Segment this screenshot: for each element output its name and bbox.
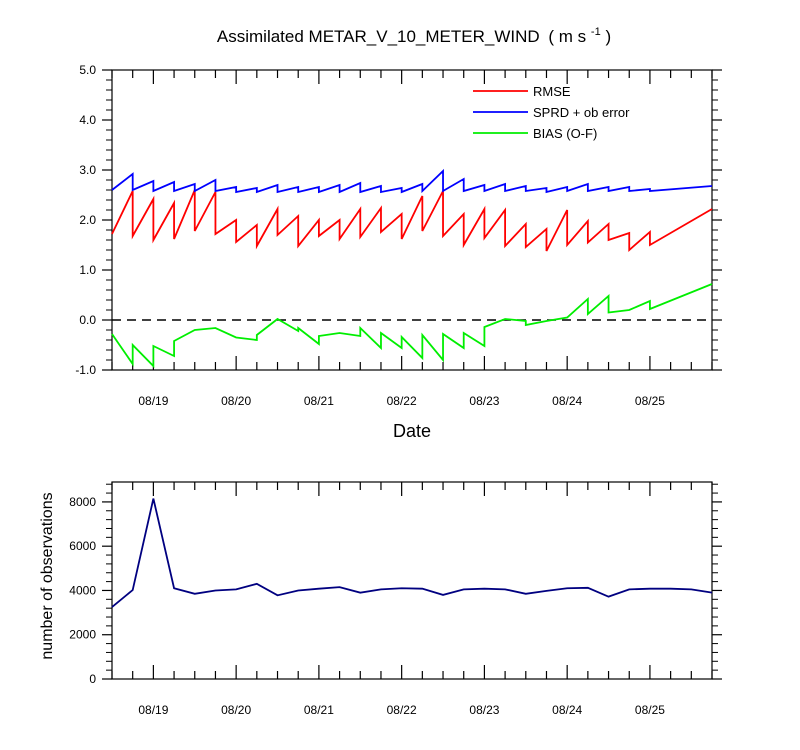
- bottom-plot-x-tick-labels: 08/19 08/20 08/21 08/22 08/23 08/24 08/25: [138, 703, 665, 717]
- bottom-plot-frame: [111, 481, 713, 680]
- plot-top-series-line-1: [111, 168, 713, 194]
- plot-top-x-tick-label: 08/24: [552, 394, 582, 408]
- plot-top-x-tick-label: 08/25: [635, 394, 665, 408]
- chart-title-units-end: ): [605, 27, 611, 46]
- top-plot-series: [111, 168, 713, 369]
- x-axis-title: Date: [393, 421, 431, 441]
- plot-top-x-tick-label: 08/22: [387, 394, 417, 408]
- plot-bottom-series-line-0: [111, 498, 713, 608]
- plot-top-y-tick-label: 5.0: [79, 63, 96, 77]
- plot-bottom-y-tick-label: 2000: [69, 628, 96, 642]
- plot-top-y-tick-label: 2.0: [79, 213, 96, 227]
- plot-top-x-tick-label: 08/20: [221, 394, 251, 408]
- y-axis-title-observations: number of observations: [39, 492, 56, 659]
- plot-top-x-tick-label: 08/19: [138, 394, 168, 408]
- legend: RMSE SPRD + ob error BIAS (O-F): [473, 84, 630, 141]
- plot-bottom-x-tick-label: 08/24: [552, 703, 582, 717]
- plot-top-y-tick-label: -1.0: [75, 363, 96, 377]
- top-plot-y-tick-labels: -1.0 0.0 1.0 2.0 3.0 4.0 5.0: [75, 63, 96, 377]
- plot-top-series-line-2: [111, 283, 713, 369]
- chart-title-main: Assimilated METAR_V_10_METER_WIND: [217, 27, 540, 46]
- bottom-plot-series: [111, 498, 713, 608]
- plot-bottom-x-tick-label: 08/23: [469, 703, 499, 717]
- plot-bottom-y-tick-label: 4000: [69, 583, 96, 597]
- chart-title-units: ( m s: [548, 27, 586, 46]
- legend-label-bias: BIAS (O-F): [533, 126, 597, 141]
- chart-title-units-sup: -1: [591, 26, 601, 38]
- plot-top-x-tick-label: 08/21: [304, 394, 334, 408]
- plot-bottom-y-tick-label: 0: [89, 672, 96, 686]
- plot-top-y-tick-label: 4.0: [79, 113, 96, 127]
- legend-label-sprd: SPRD + ob error: [533, 105, 630, 120]
- chart-title: Assimilated METAR_V_10_METER_WIND ( m s …: [217, 20, 611, 46]
- top-plot-x-tick-labels: 08/19 08/20 08/21 08/22 08/23 08/24 08/25: [138, 394, 665, 408]
- plot-bottom-x-tick-label: 08/25: [635, 703, 665, 717]
- plot-bottom-y-tick-label: 6000: [69, 539, 96, 553]
- plot-bottom-x-tick-label: 08/19: [138, 703, 168, 717]
- legend-label-rmse: RMSE: [533, 84, 571, 99]
- bottom-plot-ticks: [102, 482, 722, 680]
- plot-bottom-y-tick-label: 8000: [69, 495, 96, 509]
- top-plot-ticks: [102, 69, 722, 371]
- plot-bottom-x-tick-label: 08/21: [304, 703, 334, 717]
- plot-top-y-tick-label: 3.0: [79, 163, 96, 177]
- plot-top-x-tick-label: 08/23: [469, 394, 499, 408]
- plot-top-series-line-0: [111, 189, 713, 252]
- plot-top-y-tick-label: 1.0: [79, 263, 96, 277]
- plot-bottom-x-tick-label: 08/22: [387, 703, 417, 717]
- plot-bottom-x-tick-label: 08/20: [221, 703, 251, 717]
- bottom-plot-y-tick-labels: 0 2000 4000 6000 8000: [69, 495, 96, 686]
- plot-top-y-tick-label: 0.0: [79, 313, 96, 327]
